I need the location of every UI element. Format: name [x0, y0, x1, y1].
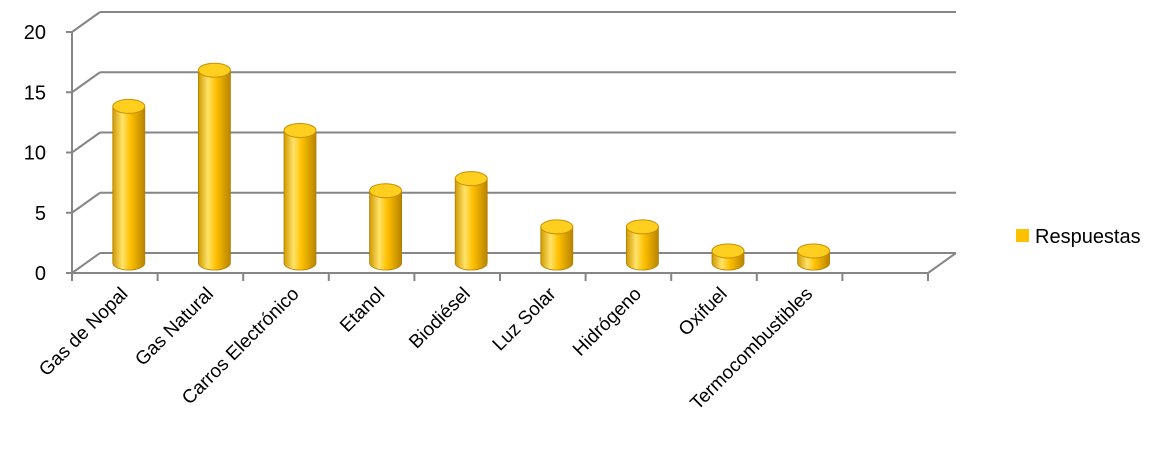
bar — [797, 243, 831, 271]
x-tick-label: Gas de Nopal — [35, 284, 132, 381]
bar — [283, 122, 317, 271]
bar-top — [369, 183, 403, 199]
bar — [369, 183, 403, 271]
legend: Respuestas — [1016, 226, 1141, 248]
bar — [112, 98, 146, 271]
y-axis: 0 5 10 15 20 — [24, 22, 929, 285]
legend-swatch — [1016, 229, 1029, 242]
bar — [197, 62, 231, 271]
bar-top — [540, 219, 574, 235]
gridline-side — [71, 11, 101, 33]
y-tick-label: 0 — [35, 263, 46, 285]
x-tick-label: Luz Solar — [489, 283, 561, 355]
legend-label: Respuestas — [1035, 226, 1141, 248]
bar — [625, 219, 659, 271]
bar-top — [283, 122, 317, 138]
bar-body — [454, 178, 488, 271]
bar — [540, 219, 574, 271]
bar-body — [369, 190, 402, 271]
x-tick-label: Biodiésel — [405, 284, 474, 353]
bar-top — [625, 219, 659, 235]
x-tick-label: Oxifuel — [675, 284, 732, 341]
gridline-side — [71, 71, 101, 94]
y-tick-label: 5 — [35, 203, 46, 225]
bar — [454, 171, 488, 271]
floor-edge-side — [927, 252, 957, 274]
y-tick-label: 20 — [24, 22, 46, 44]
bars — [112, 62, 831, 271]
gridline-side — [71, 252, 101, 274]
bar-body — [112, 105, 146, 271]
x-tick-label: Hidrógeno — [569, 284, 646, 361]
bar-top — [112, 98, 146, 114]
y-tick-label: 10 — [24, 143, 46, 165]
x-tick-label: Gas Natural — [131, 284, 218, 371]
bar-top — [454, 171, 488, 187]
bar-body — [283, 130, 317, 271]
bar-body — [626, 226, 659, 271]
bar-top — [797, 243, 831, 259]
gridline-side — [71, 131, 101, 154]
bar-body — [540, 226, 574, 271]
x-tick-label: Etanol — [336, 284, 389, 337]
y-tick-label: 15 — [24, 82, 46, 104]
bar-top — [711, 243, 745, 259]
gridlines — [71, 11, 957, 274]
bar-top — [197, 62, 231, 78]
gridline-side — [71, 191, 101, 214]
bar — [711, 243, 745, 271]
bar-body — [198, 69, 231, 271]
